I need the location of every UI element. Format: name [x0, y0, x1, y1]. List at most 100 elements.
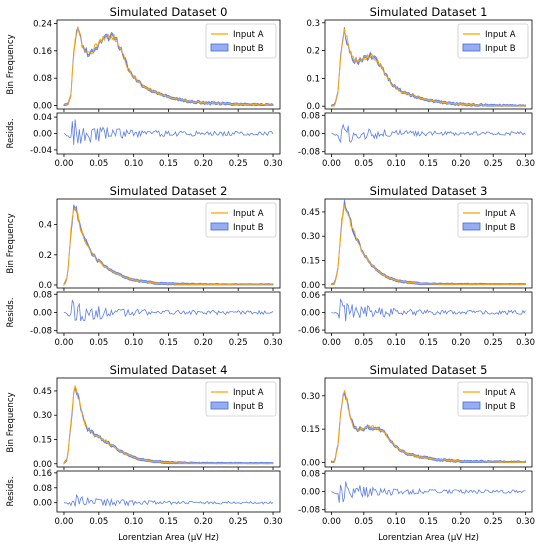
y-tick-label: 0.30 — [301, 232, 320, 242]
x-tick-label: 0.10 — [387, 159, 406, 169]
x-tick-label: 0.15 — [159, 517, 178, 527]
y-tick-label: 0.45 — [301, 208, 320, 218]
x-tick-label: 0.00 — [55, 338, 74, 348]
legend-swatch-input-b — [210, 401, 229, 410]
y-tick-label: 0.15 — [301, 425, 320, 435]
x-tick-label: 0.25 — [229, 517, 248, 527]
series-input-a — [63, 206, 274, 286]
residual-series — [63, 299, 274, 322]
resid-y-tick-label: 0.16 — [33, 469, 52, 479]
y-tick-label: 0.15 — [33, 435, 52, 445]
x-axis-label: Lorentzian Area (μV Hz) — [118, 533, 219, 543]
legend-label-input-a: Input A — [233, 209, 264, 219]
subplot-3: Simulated Dataset 3 0.00 0.15 0.30 0.45 Input… — [298, 184, 535, 348]
legend-swatch-input-b — [462, 222, 481, 231]
y-tick-label: 0.00 — [301, 281, 320, 291]
x-tick-label: 0.30 — [516, 517, 535, 527]
series-input-a — [63, 385, 274, 465]
legend-label-input-b: Input B — [485, 44, 516, 54]
legend: Input A Input B — [457, 23, 529, 59]
x-axis-label: Lorentzian Area (μV Hz) — [378, 533, 479, 543]
subplot-title: Simulated Dataset 0 — [110, 5, 228, 19]
legend: Input A Input B — [205, 202, 277, 238]
y-tick-label: 0.08 — [33, 74, 52, 84]
x-tick-label: 0.30 — [264, 338, 283, 348]
x-tick-label: 0.20 — [194, 338, 213, 348]
legend-label-input-a: Input A — [233, 30, 264, 40]
legend-label-input-b: Input B — [233, 402, 264, 412]
resid-y-tick-label: -0.04 — [30, 146, 52, 156]
x-tick-label: 0.05 — [89, 159, 108, 169]
x-tick-label: 0.25 — [484, 159, 503, 169]
legend: Input A Input B — [205, 381, 277, 417]
y-tick-label: 0.45 — [33, 387, 52, 397]
x-tick-label: 0.25 — [484, 517, 503, 527]
subplot-title: Simulated Dataset 3 — [370, 184, 488, 198]
x-tick-label: 0.30 — [516, 159, 535, 169]
x-tick-label: 0.30 — [264, 517, 283, 527]
x-tick-label: 0.20 — [451, 517, 470, 527]
legend-label-input-a: Input A — [485, 209, 516, 219]
legend-swatch-input-b — [462, 43, 481, 52]
y-axis-label: Bin Frequency — [6, 213, 16, 273]
x-tick-label: 0.05 — [354, 517, 373, 527]
resid-y-tick-label: 0.00 — [33, 130, 52, 140]
x-tick-label: 0.30 — [516, 338, 535, 348]
resid-y-axis-label: Resids. — [6, 476, 16, 506]
y-tick-label: 0.0 — [306, 102, 320, 112]
series-input-b — [331, 27, 526, 107]
residual-series — [331, 481, 526, 503]
legend: Input A Input B — [205, 23, 277, 59]
subplot-title: Simulated Dataset 2 — [110, 184, 228, 198]
resid-y-tick-label: 0.00 — [301, 130, 320, 140]
legend-swatch-input-b — [462, 401, 481, 410]
x-tick-label: 0.05 — [354, 159, 373, 169]
residual-series — [63, 493, 274, 508]
residual-series — [63, 119, 274, 145]
resid-y-tick-label: 0.00 — [301, 488, 320, 498]
legend-label-input-b: Input B — [485, 402, 516, 412]
y-tick-label: 0.2 — [306, 47, 320, 57]
resid-y-tick-label: -0.08 — [30, 327, 52, 337]
x-tick-label: 0.30 — [264, 159, 283, 169]
x-tick-label: 0.00 — [322, 159, 341, 169]
x-tick-label: 0.05 — [89, 338, 108, 348]
resid-y-tick-label: 0.00 — [33, 309, 52, 319]
residual-axes-frame — [56, 291, 281, 334]
legend: Input A Input B — [457, 202, 529, 238]
y-tick-label: 0.00 — [33, 460, 52, 470]
resid-y-tick-label: 0.08 — [33, 290, 52, 300]
x-tick-label: 0.25 — [484, 338, 503, 348]
legend-swatch-input-b — [210, 222, 229, 231]
resid-y-tick-label: -0.08 — [298, 148, 320, 158]
y-tick-label: 0.1 — [306, 74, 320, 84]
residual-series — [331, 298, 526, 322]
subplot-4: Simulated Dataset 4 0.00 0.15 0.30 0.45 Input… — [6, 363, 283, 543]
x-tick-label: 0.00 — [55, 517, 74, 527]
resid-y-tick-label: -0.06 — [298, 326, 320, 336]
x-tick-label: 0.20 — [194, 159, 213, 169]
resid-y-axis-label: Resids. — [6, 297, 16, 327]
x-tick-label: 0.15 — [159, 338, 178, 348]
resid-y-tick-label: 0.00 — [301, 309, 320, 319]
y-tick-label: 0.30 — [33, 411, 52, 421]
y-tick-label: 0.00 — [33, 102, 52, 112]
legend: Input A Input B — [457, 381, 529, 417]
y-axis-label: Bin Frequency — [6, 34, 16, 94]
series-input-a — [331, 204, 526, 286]
x-tick-label: 0.05 — [89, 517, 108, 527]
resid-y-tick-label: 0.00 — [33, 499, 52, 509]
residual-axes-frame — [56, 112, 281, 155]
series-input-a — [63, 27, 274, 107]
y-tick-label: 0.2 — [38, 251, 52, 261]
y-tick-label: 0.3 — [306, 19, 320, 29]
legend-label-input-b: Input B — [233, 223, 264, 233]
x-tick-label: 0.15 — [419, 338, 438, 348]
x-tick-label: 0.20 — [451, 159, 470, 169]
x-tick-label: 0.25 — [229, 338, 248, 348]
residual-axes-frame — [324, 112, 533, 155]
y-tick-label: 0.24 — [33, 19, 52, 29]
x-tick-label: 0.10 — [124, 338, 143, 348]
